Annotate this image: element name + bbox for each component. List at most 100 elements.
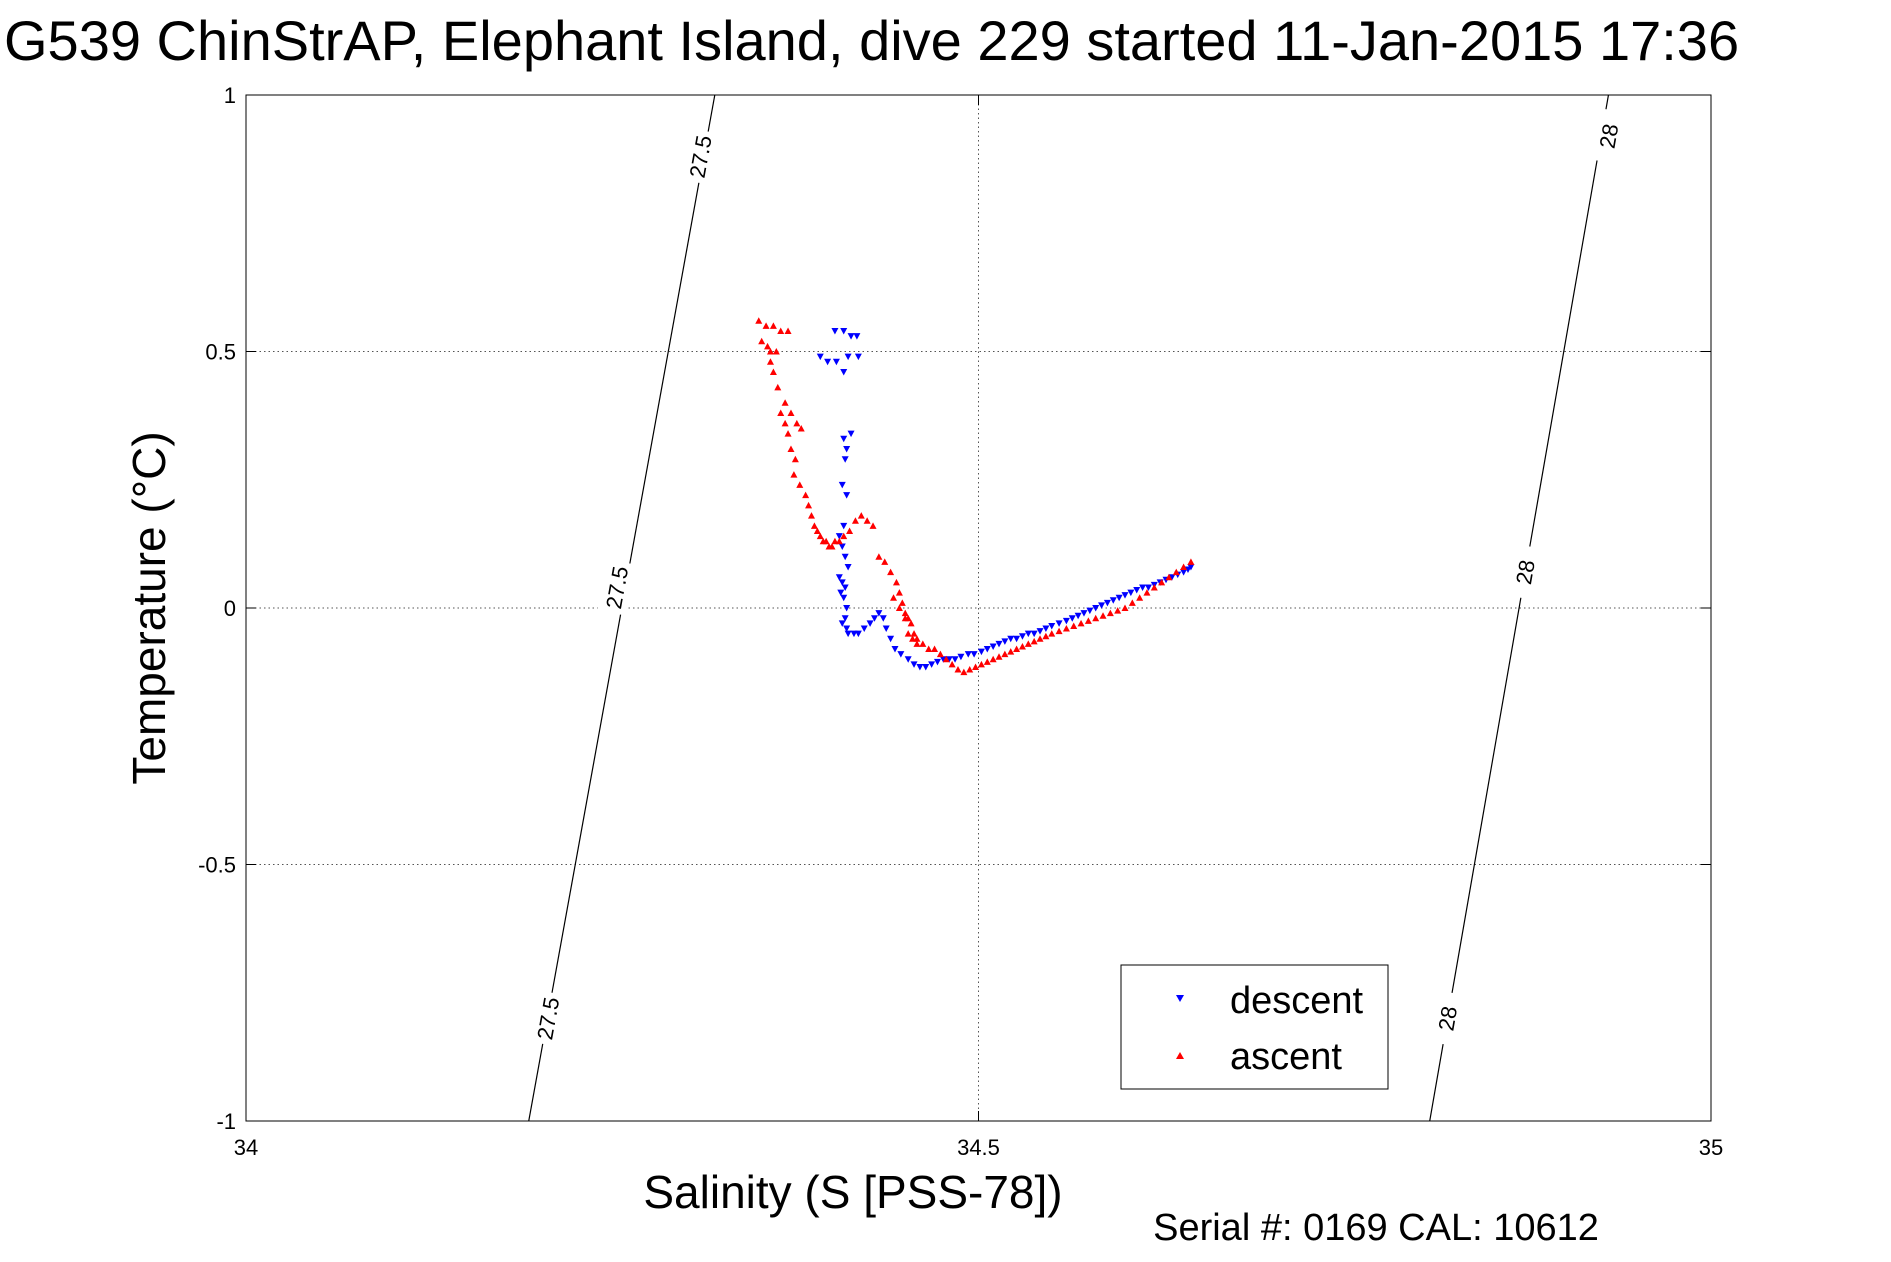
descent-point-78 bbox=[1121, 592, 1129, 599]
ascent-point-13 bbox=[787, 409, 795, 417]
ascent-point-36 bbox=[846, 527, 854, 535]
ascent-point-82 bbox=[1062, 625, 1070, 632]
ascent-point-18 bbox=[784, 430, 792, 437]
descent-point-21 bbox=[835, 574, 843, 581]
ascent-point-1 bbox=[762, 322, 770, 329]
ascent-point-79 bbox=[1042, 632, 1050, 640]
descent-point-32 bbox=[854, 630, 862, 638]
ascent-point-49 bbox=[907, 619, 915, 627]
ascent-point-43 bbox=[887, 568, 895, 576]
descent-point-65 bbox=[1042, 625, 1050, 633]
descent-point-34 bbox=[866, 620, 874, 627]
ascent-point-71 bbox=[995, 653, 1003, 660]
descent-point-51 bbox=[957, 653, 965, 661]
descent-point-55 bbox=[983, 646, 991, 653]
ascent-point-2 bbox=[769, 322, 777, 329]
descent-point-16 bbox=[840, 522, 848, 530]
ascent-point-67 bbox=[972, 663, 980, 670]
descent-point-59 bbox=[1007, 635, 1015, 643]
descent-point-50 bbox=[951, 656, 959, 663]
descent-point-33 bbox=[860, 625, 868, 633]
ascent-point-94 bbox=[1150, 583, 1158, 591]
isopycnal-label-1-2: 28 bbox=[1595, 122, 1624, 150]
legend: descent ascent bbox=[1120, 964, 1389, 1090]
axis-ticks: 34 34.5 35 -1 -0.5 0 0.5 1 bbox=[198, 83, 1723, 1160]
descent-point-52 bbox=[964, 651, 972, 658]
descent-point-82 bbox=[1144, 584, 1152, 591]
descent-point-43 bbox=[910, 661, 918, 668]
descent-point-5 bbox=[824, 358, 832, 366]
descent-point-53 bbox=[970, 651, 978, 658]
legend-marker-ascent bbox=[1176, 1052, 1184, 1059]
descent-point-8 bbox=[844, 353, 852, 361]
ascent-point-8 bbox=[772, 348, 780, 355]
descent-point-74 bbox=[1098, 602, 1106, 609]
ascent-point-90 bbox=[1121, 604, 1129, 611]
descent-point-29 bbox=[843, 625, 851, 633]
ascent-point-51 bbox=[913, 635, 921, 642]
data-points bbox=[755, 317, 1195, 676]
ascent-point-56 bbox=[909, 635, 917, 642]
ascent-point-4 bbox=[784, 327, 792, 334]
ascent-point-42 bbox=[881, 558, 889, 565]
isopycnal-label-gap-1-2 bbox=[1589, 107, 1628, 165]
descent-point-11 bbox=[843, 445, 851, 453]
serial-footer: Serial #: 0169 CAL: 10612 bbox=[1153, 1207, 1599, 1249]
descent-point-54 bbox=[977, 648, 985, 656]
ascent-point-35 bbox=[840, 532, 848, 540]
descent-point-18 bbox=[838, 543, 846, 550]
ascent-point-62 bbox=[942, 655, 950, 663]
ascent-point-91 bbox=[1128, 599, 1136, 606]
ascent-point-17 bbox=[781, 419, 789, 427]
descent-point-35 bbox=[870, 615, 878, 622]
ascent-point-88 bbox=[1106, 609, 1114, 617]
descent-point-30 bbox=[844, 630, 852, 638]
ascent-point-23 bbox=[802, 491, 810, 499]
descent-point-66 bbox=[1048, 622, 1056, 630]
isopycnal-label-1-0: 28 bbox=[1433, 1004, 1462, 1032]
descent-point-63 bbox=[1030, 630, 1038, 638]
ascent-point-95 bbox=[1158, 578, 1166, 586]
descent-point-70 bbox=[1074, 612, 1082, 620]
legend-label-ascent: ascent bbox=[1230, 1036, 1342, 1078]
y-axis-label: Temperature (°C) bbox=[123, 431, 175, 784]
x-tick-label-0: 34 bbox=[234, 1135, 258, 1160]
descent-point-58 bbox=[1001, 638, 1009, 645]
y-tick-label-1: -0.5 bbox=[198, 853, 236, 878]
isopycnal-label-gap-0-1 bbox=[597, 559, 637, 616]
isopycnal-label-gap-1-1 bbox=[1505, 543, 1545, 601]
descent-point-42 bbox=[904, 656, 912, 663]
grid-lines bbox=[246, 95, 1711, 1121]
legend-label-descent: descent bbox=[1230, 980, 1364, 1022]
descent-point-28 bbox=[838, 620, 846, 627]
descent-point-10 bbox=[840, 435, 848, 443]
ascent-point-19 bbox=[787, 445, 795, 452]
descent-point-75 bbox=[1103, 599, 1111, 607]
descent-point-22 bbox=[838, 579, 846, 586]
ascent-point-93 bbox=[1143, 589, 1151, 596]
descent-point-79 bbox=[1127, 589, 1135, 597]
ascent-point-20 bbox=[791, 455, 799, 463]
ascent-point-92 bbox=[1136, 594, 1144, 601]
descent-point-12 bbox=[847, 430, 855, 438]
ascent-point-66 bbox=[966, 666, 974, 673]
ascent-point-83 bbox=[1070, 622, 1078, 629]
isopycnal-label-gap-0-2 bbox=[680, 128, 720, 185]
ascent-point-69 bbox=[983, 658, 991, 665]
descent-point-81 bbox=[1139, 584, 1147, 591]
ascent-point-75 bbox=[1018, 642, 1026, 650]
ascent-point-74 bbox=[1013, 645, 1021, 653]
descent-point-3 bbox=[853, 333, 861, 340]
ascent-point-34 bbox=[835, 537, 843, 545]
isopycnal-line-1 bbox=[1429, 94, 1610, 1122]
descent-point-64 bbox=[1036, 628, 1044, 635]
descent-point-26 bbox=[843, 605, 851, 612]
ascent-point-6 bbox=[764, 342, 772, 350]
ascent-point-50 bbox=[910, 630, 918, 637]
ascent-point-37 bbox=[851, 517, 859, 524]
descent-point-27 bbox=[841, 615, 849, 622]
descent-point-19 bbox=[841, 553, 849, 561]
isopycnal-label-gap-0-0 bbox=[528, 990, 568, 1047]
ascent-point-12 bbox=[781, 399, 789, 406]
